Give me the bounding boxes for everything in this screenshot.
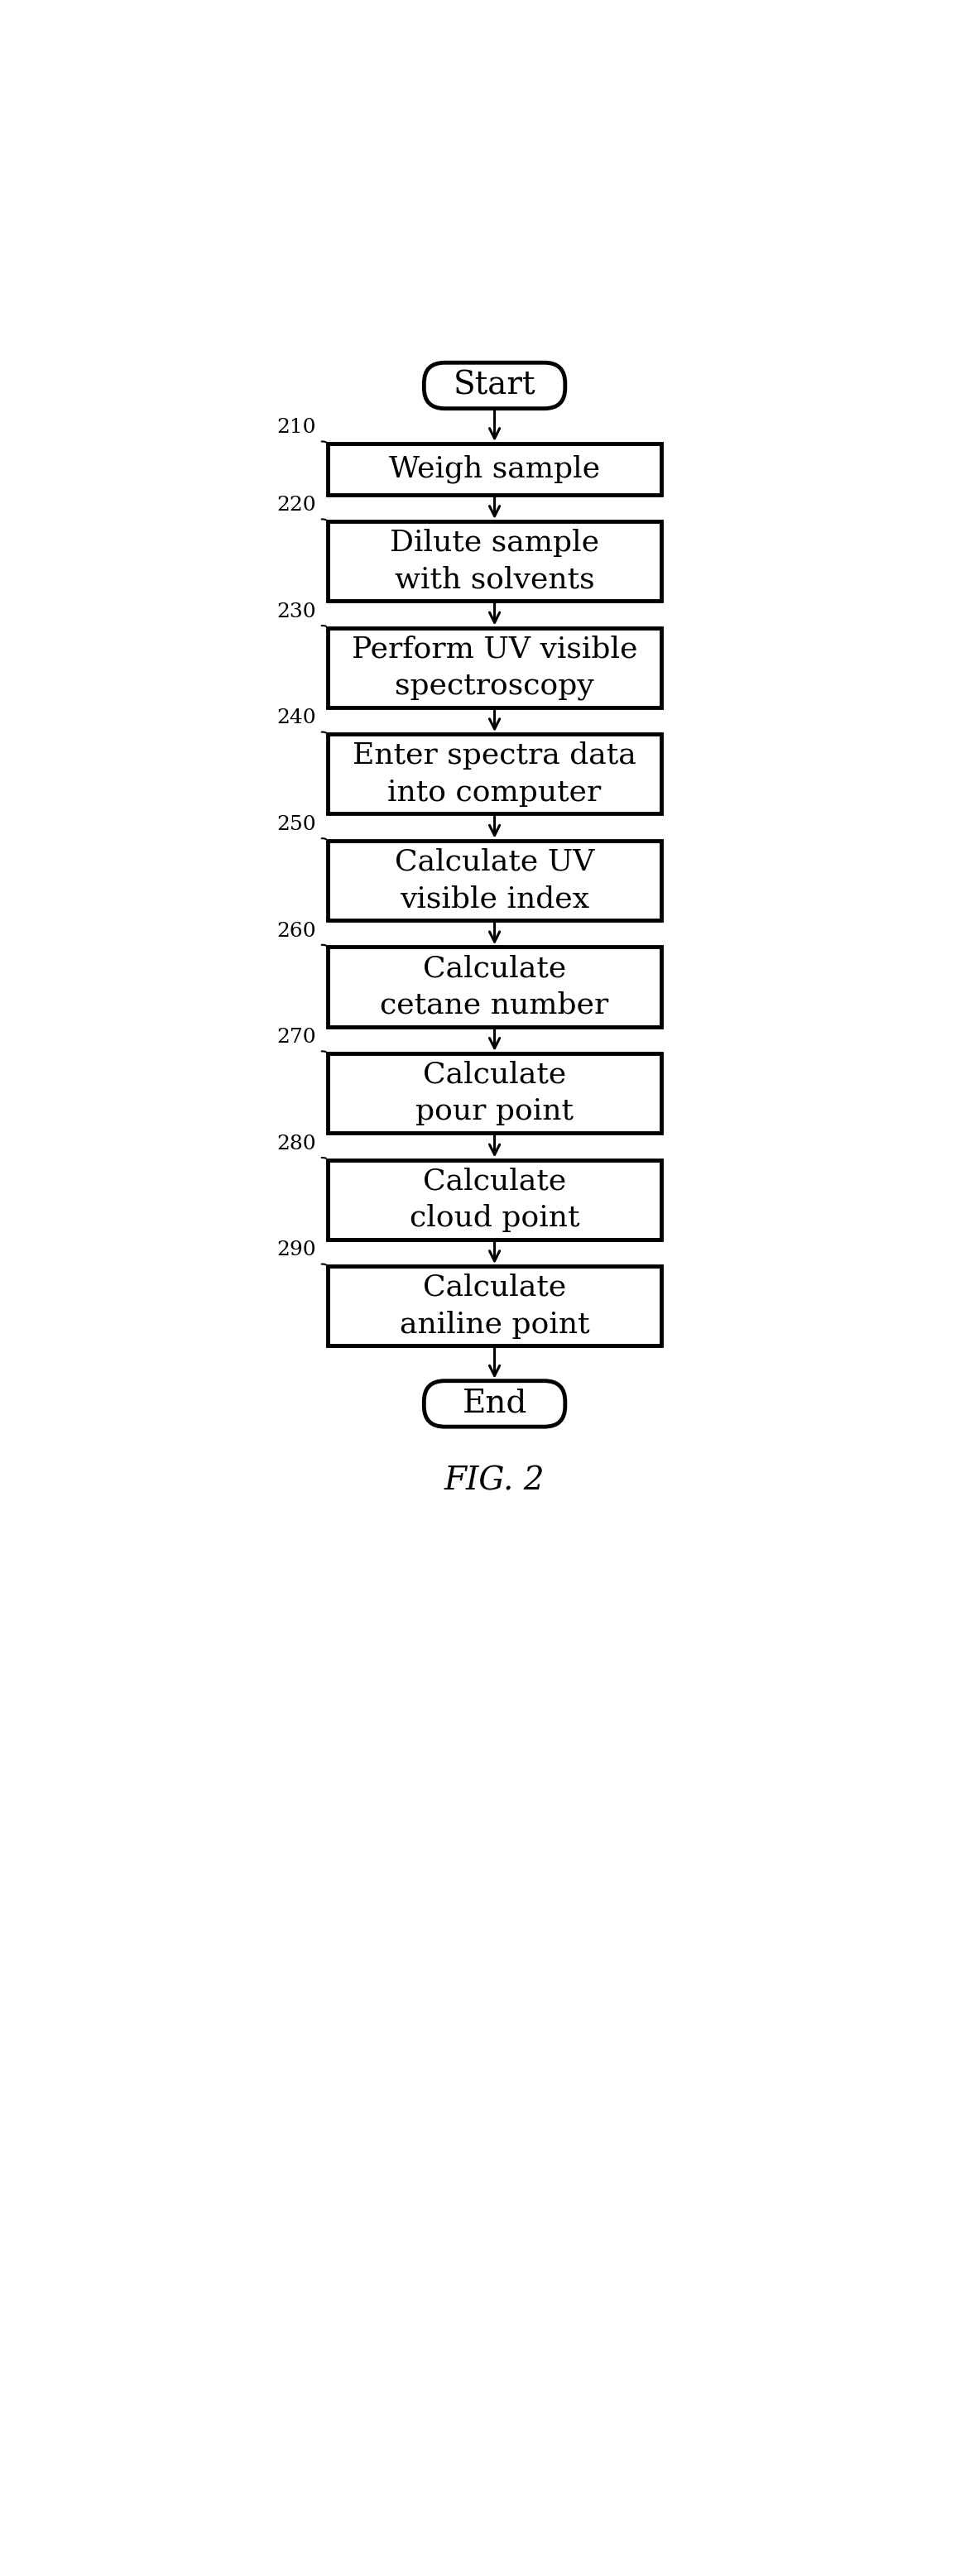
Text: FIG. 2: FIG. 2 [444, 1466, 545, 1497]
Text: Weigh sample: Weigh sample [389, 456, 600, 484]
FancyBboxPatch shape [424, 363, 565, 410]
Text: 250: 250 [277, 814, 317, 835]
Text: Start: Start [454, 371, 536, 402]
FancyBboxPatch shape [328, 840, 661, 920]
Text: Calculate UV
visible index: Calculate UV visible index [395, 848, 594, 912]
Text: Perform UV visible
spectroscopy: Perform UV visible spectroscopy [351, 634, 638, 701]
FancyBboxPatch shape [328, 1159, 661, 1239]
FancyBboxPatch shape [424, 1381, 565, 1427]
FancyBboxPatch shape [328, 443, 661, 495]
Text: 230: 230 [277, 603, 317, 621]
Text: 280: 280 [277, 1133, 317, 1154]
Text: 220: 220 [277, 497, 317, 515]
FancyBboxPatch shape [328, 948, 661, 1028]
Text: Calculate
cloud point: Calculate cloud point [409, 1167, 580, 1231]
Text: End: End [462, 1388, 527, 1419]
Text: 240: 240 [277, 708, 317, 729]
FancyBboxPatch shape [328, 1267, 661, 1345]
Text: 290: 290 [277, 1242, 317, 1260]
FancyBboxPatch shape [328, 734, 661, 814]
Text: Enter spectra data
into computer: Enter spectra data into computer [353, 742, 636, 806]
Text: 260: 260 [277, 922, 317, 940]
FancyBboxPatch shape [328, 1054, 661, 1133]
FancyBboxPatch shape [328, 629, 661, 708]
Text: Calculate
cetane number: Calculate cetane number [380, 953, 609, 1020]
Text: Dilute sample
with solvents: Dilute sample with solvents [390, 528, 599, 592]
Text: 210: 210 [277, 417, 317, 438]
Text: Calculate
aniline point: Calculate aniline point [400, 1273, 590, 1340]
FancyBboxPatch shape [328, 520, 661, 600]
Text: Calculate
pour point: Calculate pour point [416, 1061, 573, 1126]
Text: 270: 270 [277, 1028, 317, 1046]
